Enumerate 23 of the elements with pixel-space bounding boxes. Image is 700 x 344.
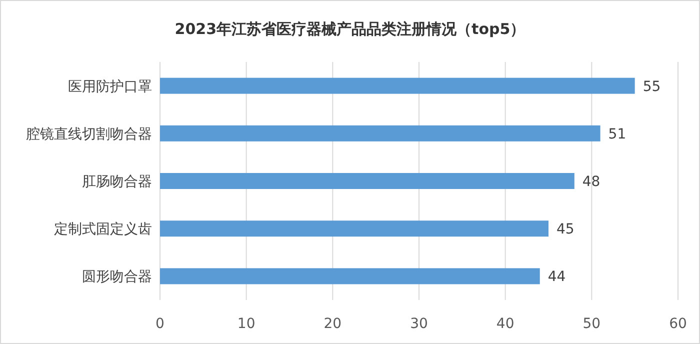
x-tick-label: 10 (237, 316, 256, 332)
x-tick-label: 50 (582, 316, 601, 332)
x-tick-label: 30 (410, 316, 428, 332)
data-label: 55 (642, 78, 661, 95)
y-tick-label: 圆形吻合器 (82, 269, 152, 286)
bar (160, 125, 600, 142)
data-label: 48 (582, 174, 600, 190)
x-tick-label: 40 (496, 316, 514, 332)
bar (160, 78, 635, 94)
y-tick-label: 腔镜直线切割吻合器 (26, 126, 152, 142)
bar (160, 220, 548, 237)
data-label: 51 (608, 126, 626, 142)
data-label: 45 (556, 222, 574, 238)
x-tick-label: 60 (669, 316, 687, 332)
bar (160, 173, 574, 189)
bar (160, 268, 540, 284)
x-tick-label: 20 (324, 316, 342, 332)
y-tick-label: 肛肠吻合器 (82, 174, 152, 190)
y-tick-label: 定制式固定义齿 (54, 222, 152, 238)
x-tick-label: 0 (156, 316, 164, 332)
chart-title: 2023年江苏省医疗器械产品品类注册情况（top5） (174, 20, 526, 38)
y-tick-label: 医用防护口罩 (68, 78, 152, 95)
data-label: 44 (548, 269, 566, 286)
